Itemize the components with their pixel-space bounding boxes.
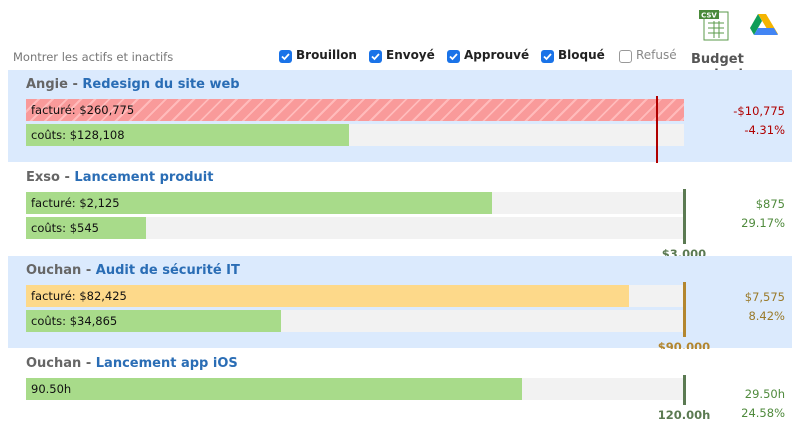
csv-badge — [699, 10, 719, 19]
bar-label-prefix: coûts: — [31, 128, 67, 142]
bar — [26, 192, 493, 214]
separator: - — [64, 170, 70, 185]
bar-label-prefix: coûts: — [31, 314, 67, 328]
budget-label: 120.00h — [657, 408, 711, 422]
project-title: Ouchan - Lancement app iOS — [26, 356, 238, 371]
separator: - — [72, 77, 78, 92]
bar — [26, 378, 523, 400]
bar-value-label: $2,125 — [79, 196, 120, 210]
checkbox-label[interactable]: Approuvé — [464, 48, 530, 62]
checkbox[interactable] — [619, 50, 632, 63]
bar — [26, 217, 146, 239]
checkbox-label[interactable]: Refusé — [636, 48, 677, 62]
bar — [26, 310, 281, 332]
bar-value-label: $545 — [69, 221, 99, 235]
project-title: Exso - Lancement produit — [26, 170, 213, 185]
project-name[interactable]: Audit de sécurité IT — [95, 263, 240, 278]
project-name[interactable]: Redesign du site web — [82, 77, 240, 92]
checkbox[interactable] — [279, 50, 292, 63]
budget-marker — [655, 96, 659, 174]
bar-label-prefix: facturé: — [31, 289, 76, 303]
export-icons: CSV — [699, 10, 778, 41]
bar-label-prefix: facturé: — [31, 103, 76, 117]
bar-label-prefix: facturé: — [31, 196, 76, 210]
client-name: Ouchan — [26, 263, 82, 278]
checkbox-label[interactable]: Brouillon — [296, 48, 357, 62]
bar-label: facturé: $82,425 — [31, 289, 127, 303]
bar-value-label: 90.50h — [31, 382, 72, 396]
remaining: $875 — [755, 197, 785, 211]
remaining-pct: 24.58% — [741, 406, 785, 420]
remaining-pct: -4.31% — [744, 123, 785, 137]
csv-grid — [708, 21, 724, 38]
bar-label: coûts: $128,108 — [31, 128, 125, 142]
separator: - — [85, 356, 92, 371]
bar-label: facturé: $2,125 — [31, 196, 120, 210]
project-name[interactable]: Lancement app iOS — [95, 356, 238, 371]
checkbox-label[interactable]: Envoyé — [386, 48, 435, 62]
budget-marker — [683, 282, 686, 337]
bar-label: coûts: $34,865 — [31, 314, 117, 328]
drive-icon[interactable] — [750, 14, 778, 35]
remaining: -$10,775 — [733, 104, 785, 118]
project-title: Ouchan - Audit de sécurité IT — [26, 263, 240, 278]
bar-value-label: $82,425 — [79, 289, 127, 303]
bar-value-label: $34,865 — [69, 314, 118, 328]
project-name[interactable]: Lancement produit — [74, 170, 214, 185]
bar-label: facturé: $260,775 — [31, 103, 134, 117]
checkbox-label[interactable]: Bloqué — [558, 48, 605, 62]
checkbox[interactable] — [541, 50, 554, 63]
remaining-pct: 29.17% — [741, 216, 785, 230]
bar-value-label: $128,108 — [69, 128, 125, 142]
client-name: Ouchan — [26, 356, 82, 371]
client-name: Angie — [26, 77, 68, 92]
bar-value-label: $260,775 — [79, 103, 135, 117]
checkbox[interactable] — [369, 50, 382, 63]
budget-marker — [683, 375, 686, 405]
bar-label-prefix: coûts: — [31, 221, 67, 235]
project-title: Angie - Redesign du site web — [26, 77, 240, 92]
remaining-pct: 8.42% — [748, 309, 785, 323]
budget-marker — [683, 189, 686, 244]
bar — [26, 124, 350, 146]
separator: - — [85, 263, 92, 278]
remaining: 29.50h — [744, 387, 785, 401]
bar-track — [26, 217, 684, 239]
checkbox[interactable] — [447, 50, 460, 63]
bar — [26, 285, 629, 307]
bar — [26, 99, 684, 121]
client-name: Exso — [26, 170, 60, 185]
bar-label: coûts: $545 — [31, 221, 99, 235]
remaining: $7,575 — [744, 290, 785, 304]
bar-label: 90.50h — [31, 382, 71, 396]
csv-text: CSV — [701, 12, 717, 20]
filter-label[interactable]: Montrer les actifs et inactifs — [13, 50, 174, 64]
